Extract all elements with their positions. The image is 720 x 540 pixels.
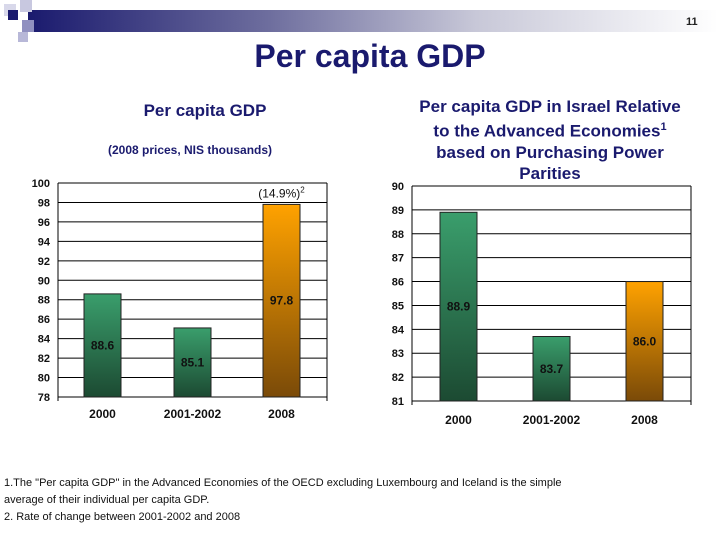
data-label: 97.8 (270, 294, 294, 308)
x-tick-label: 2008 (631, 413, 658, 427)
footnote-ref: 1 (660, 121, 667, 133)
decor-square (18, 32, 28, 42)
y-tick-label: 88 (38, 295, 50, 307)
bar-2001-2002 (532, 336, 571, 402)
y-tick-label: 98 (38, 197, 50, 209)
decor-square (8, 10, 18, 20)
x-tick-label: 2001-2002 (523, 413, 581, 427)
decor-square (22, 20, 34, 32)
x-tick-label: 2001-2002 (164, 407, 222, 421)
annotation-text: (14.9%) (258, 186, 300, 200)
bar-2008 (262, 203, 301, 398)
y-tick-label: 85 (392, 300, 404, 312)
data-label: 88.9 (447, 300, 471, 314)
bar-2000 (83, 293, 122, 398)
y-tick-label: 86 (38, 314, 50, 326)
y-tick-label: 100 (32, 178, 50, 190)
y-tick-label: 84 (392, 324, 405, 336)
title-text: to the Advanced Economies (433, 121, 661, 141)
x-tick-label: 2008 (268, 407, 295, 421)
right-chart-title: Per capita GDP in Israel Relative to the… (390, 96, 710, 184)
data-label: 88.6 (91, 338, 115, 352)
y-tick-label: 90 (38, 275, 50, 287)
slide-title: Per capita GDP (254, 38, 486, 74)
y-tick-label: 88 (392, 229, 404, 241)
y-tick-label: 94 (38, 236, 51, 248)
left-chart-subtitle: (2008 prices, NIS thousands) (107, 143, 273, 157)
data-label: 86.0 (633, 334, 657, 348)
bar-2008 (625, 281, 664, 402)
bar-2000 (439, 211, 478, 402)
data-label: 83.7 (540, 362, 564, 376)
y-tick-label: 82 (392, 372, 404, 384)
y-tick-label: 86 (392, 277, 404, 289)
data-label: 85.1 (181, 355, 205, 369)
y-tick-label: 90 (392, 181, 404, 193)
title-line: to the Advanced Economies1 (390, 117, 710, 142)
y-tick-label: 87 (392, 253, 404, 265)
footnotes: 1.The "Per capita GDP" in the Advanced E… (4, 475, 562, 526)
change-annotation: (14.9%)2 (258, 185, 305, 200)
page-number: 11 (686, 16, 698, 28)
title-line: based on Purchasing Power (436, 142, 664, 162)
footnote: 1.The "Per capita GDP" in the Advanced E… (4, 477, 562, 489)
y-tick-label: 78 (38, 392, 50, 404)
y-tick-label: 84 (38, 334, 51, 346)
y-tick-label: 82 (38, 353, 50, 365)
y-tick-label: 81 (392, 396, 404, 408)
y-tick-label: 92 (38, 256, 50, 268)
bar-2001-2002 (173, 327, 212, 398)
x-tick-label: 2000 (89, 407, 116, 421)
title-line: Parities (519, 163, 581, 183)
footnote: average of their individual per capita G… (4, 494, 210, 506)
decor-square (20, 0, 32, 12)
left-chart-title: Per capita GDP (143, 101, 267, 120)
header-band (28, 10, 718, 32)
y-tick-label: 96 (38, 217, 50, 229)
footnote-ref: 2 (300, 185, 305, 194)
footnote: 2. Rate of change between 2001-2002 and … (4, 511, 241, 523)
y-tick-label: 83 (392, 348, 404, 360)
y-tick-label: 89 (392, 205, 404, 217)
y-tick-label: 80 (38, 373, 50, 385)
title-line: Per capita GDP in Israel Relative (419, 97, 681, 116)
x-tick-label: 2000 (445, 413, 472, 427)
